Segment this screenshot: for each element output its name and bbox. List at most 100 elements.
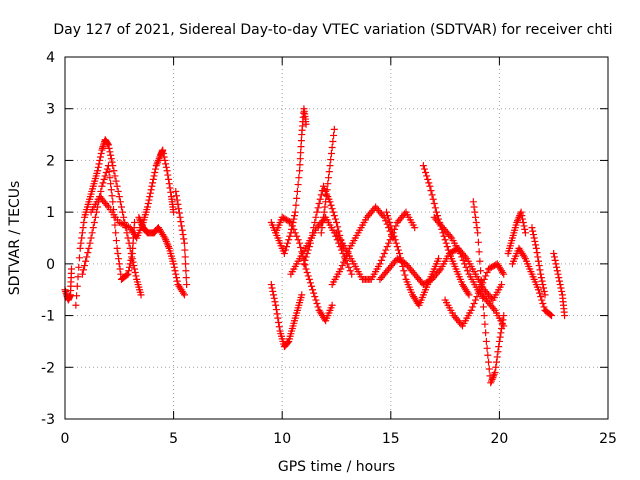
data-point xyxy=(322,198,330,206)
data-point xyxy=(164,171,172,179)
data-point xyxy=(322,192,330,200)
data-point xyxy=(520,222,528,230)
data-point xyxy=(283,339,291,347)
data-point xyxy=(482,272,490,280)
data-point xyxy=(84,249,92,257)
data-point xyxy=(164,241,172,249)
data-point xyxy=(116,265,124,273)
data-point xyxy=(420,165,428,173)
data-point xyxy=(471,208,479,216)
data-point xyxy=(395,250,403,258)
data-point xyxy=(305,275,313,283)
data-point xyxy=(472,213,480,221)
series-arc-19 xyxy=(441,260,508,330)
y-tick-label: 1 xyxy=(46,205,55,221)
data-point xyxy=(107,186,115,194)
data-point xyxy=(338,262,346,270)
data-point xyxy=(178,226,186,234)
data-point xyxy=(318,224,326,232)
data-point xyxy=(72,301,80,309)
data-point xyxy=(465,291,473,299)
data-point xyxy=(485,365,493,373)
data-point xyxy=(458,253,466,261)
data-point xyxy=(328,205,336,213)
data-point xyxy=(422,168,430,176)
data-point xyxy=(498,281,506,289)
data-point xyxy=(555,277,563,285)
data-point xyxy=(294,181,302,189)
data-point xyxy=(446,232,454,240)
data-point xyxy=(171,267,179,275)
data-point xyxy=(163,239,171,247)
data-point xyxy=(481,320,489,328)
data-point xyxy=(104,162,112,170)
data-point xyxy=(111,221,119,229)
data-point xyxy=(474,289,482,297)
data-point xyxy=(539,300,547,308)
data-point xyxy=(343,260,351,268)
data-point xyxy=(490,370,498,378)
data-point xyxy=(98,182,106,190)
data-point xyxy=(301,256,309,264)
data-point xyxy=(183,281,191,289)
data-point xyxy=(500,312,508,320)
data-point xyxy=(285,218,293,226)
data-point xyxy=(296,239,304,247)
data-point xyxy=(319,213,327,221)
data-point xyxy=(159,146,167,154)
data-point xyxy=(147,186,155,194)
data-point xyxy=(296,155,304,163)
data-point xyxy=(419,162,427,170)
x-tick-label: 25 xyxy=(599,431,617,447)
data-point xyxy=(112,229,120,237)
data-point xyxy=(514,217,521,225)
data-point xyxy=(162,160,170,168)
data-point xyxy=(77,239,85,247)
data-point xyxy=(131,265,139,273)
data-point xyxy=(400,267,408,275)
data-point xyxy=(557,284,565,292)
data-point xyxy=(484,351,492,359)
data-point xyxy=(534,253,542,261)
data-point xyxy=(313,208,321,216)
data-point xyxy=(267,281,275,289)
data-point xyxy=(517,208,525,216)
data-point xyxy=(477,267,485,275)
data-point xyxy=(488,375,496,383)
data-point xyxy=(319,218,327,226)
data-point xyxy=(288,222,296,230)
data-point xyxy=(338,246,346,254)
data-point xyxy=(73,292,81,300)
data-point xyxy=(180,239,188,247)
data-point xyxy=(152,162,160,170)
data-point xyxy=(478,286,486,294)
data-point xyxy=(280,250,288,258)
data-point xyxy=(435,255,443,263)
data-point xyxy=(554,270,562,278)
data-point xyxy=(296,167,304,175)
data-point xyxy=(550,250,558,258)
data-point xyxy=(123,271,131,279)
data-point xyxy=(401,271,409,279)
data-point xyxy=(398,258,406,266)
data-point xyxy=(330,125,338,133)
data-point xyxy=(435,267,443,275)
data-point xyxy=(330,212,338,220)
data-point xyxy=(480,312,488,320)
data-point xyxy=(469,198,477,206)
data-point xyxy=(464,267,472,275)
data-point xyxy=(312,296,320,304)
data-point xyxy=(111,172,119,180)
y-tick-label: 3 xyxy=(46,102,55,118)
data-point xyxy=(272,306,280,314)
data-point xyxy=(310,289,318,297)
data-point xyxy=(528,224,536,232)
data-point xyxy=(107,180,115,188)
data-point xyxy=(291,208,299,216)
series-arc-11 xyxy=(300,182,347,268)
data-point xyxy=(293,232,301,240)
series-arc-8 xyxy=(267,281,306,351)
data-point xyxy=(179,289,187,297)
data-point xyxy=(182,267,190,275)
data-point xyxy=(181,246,189,254)
